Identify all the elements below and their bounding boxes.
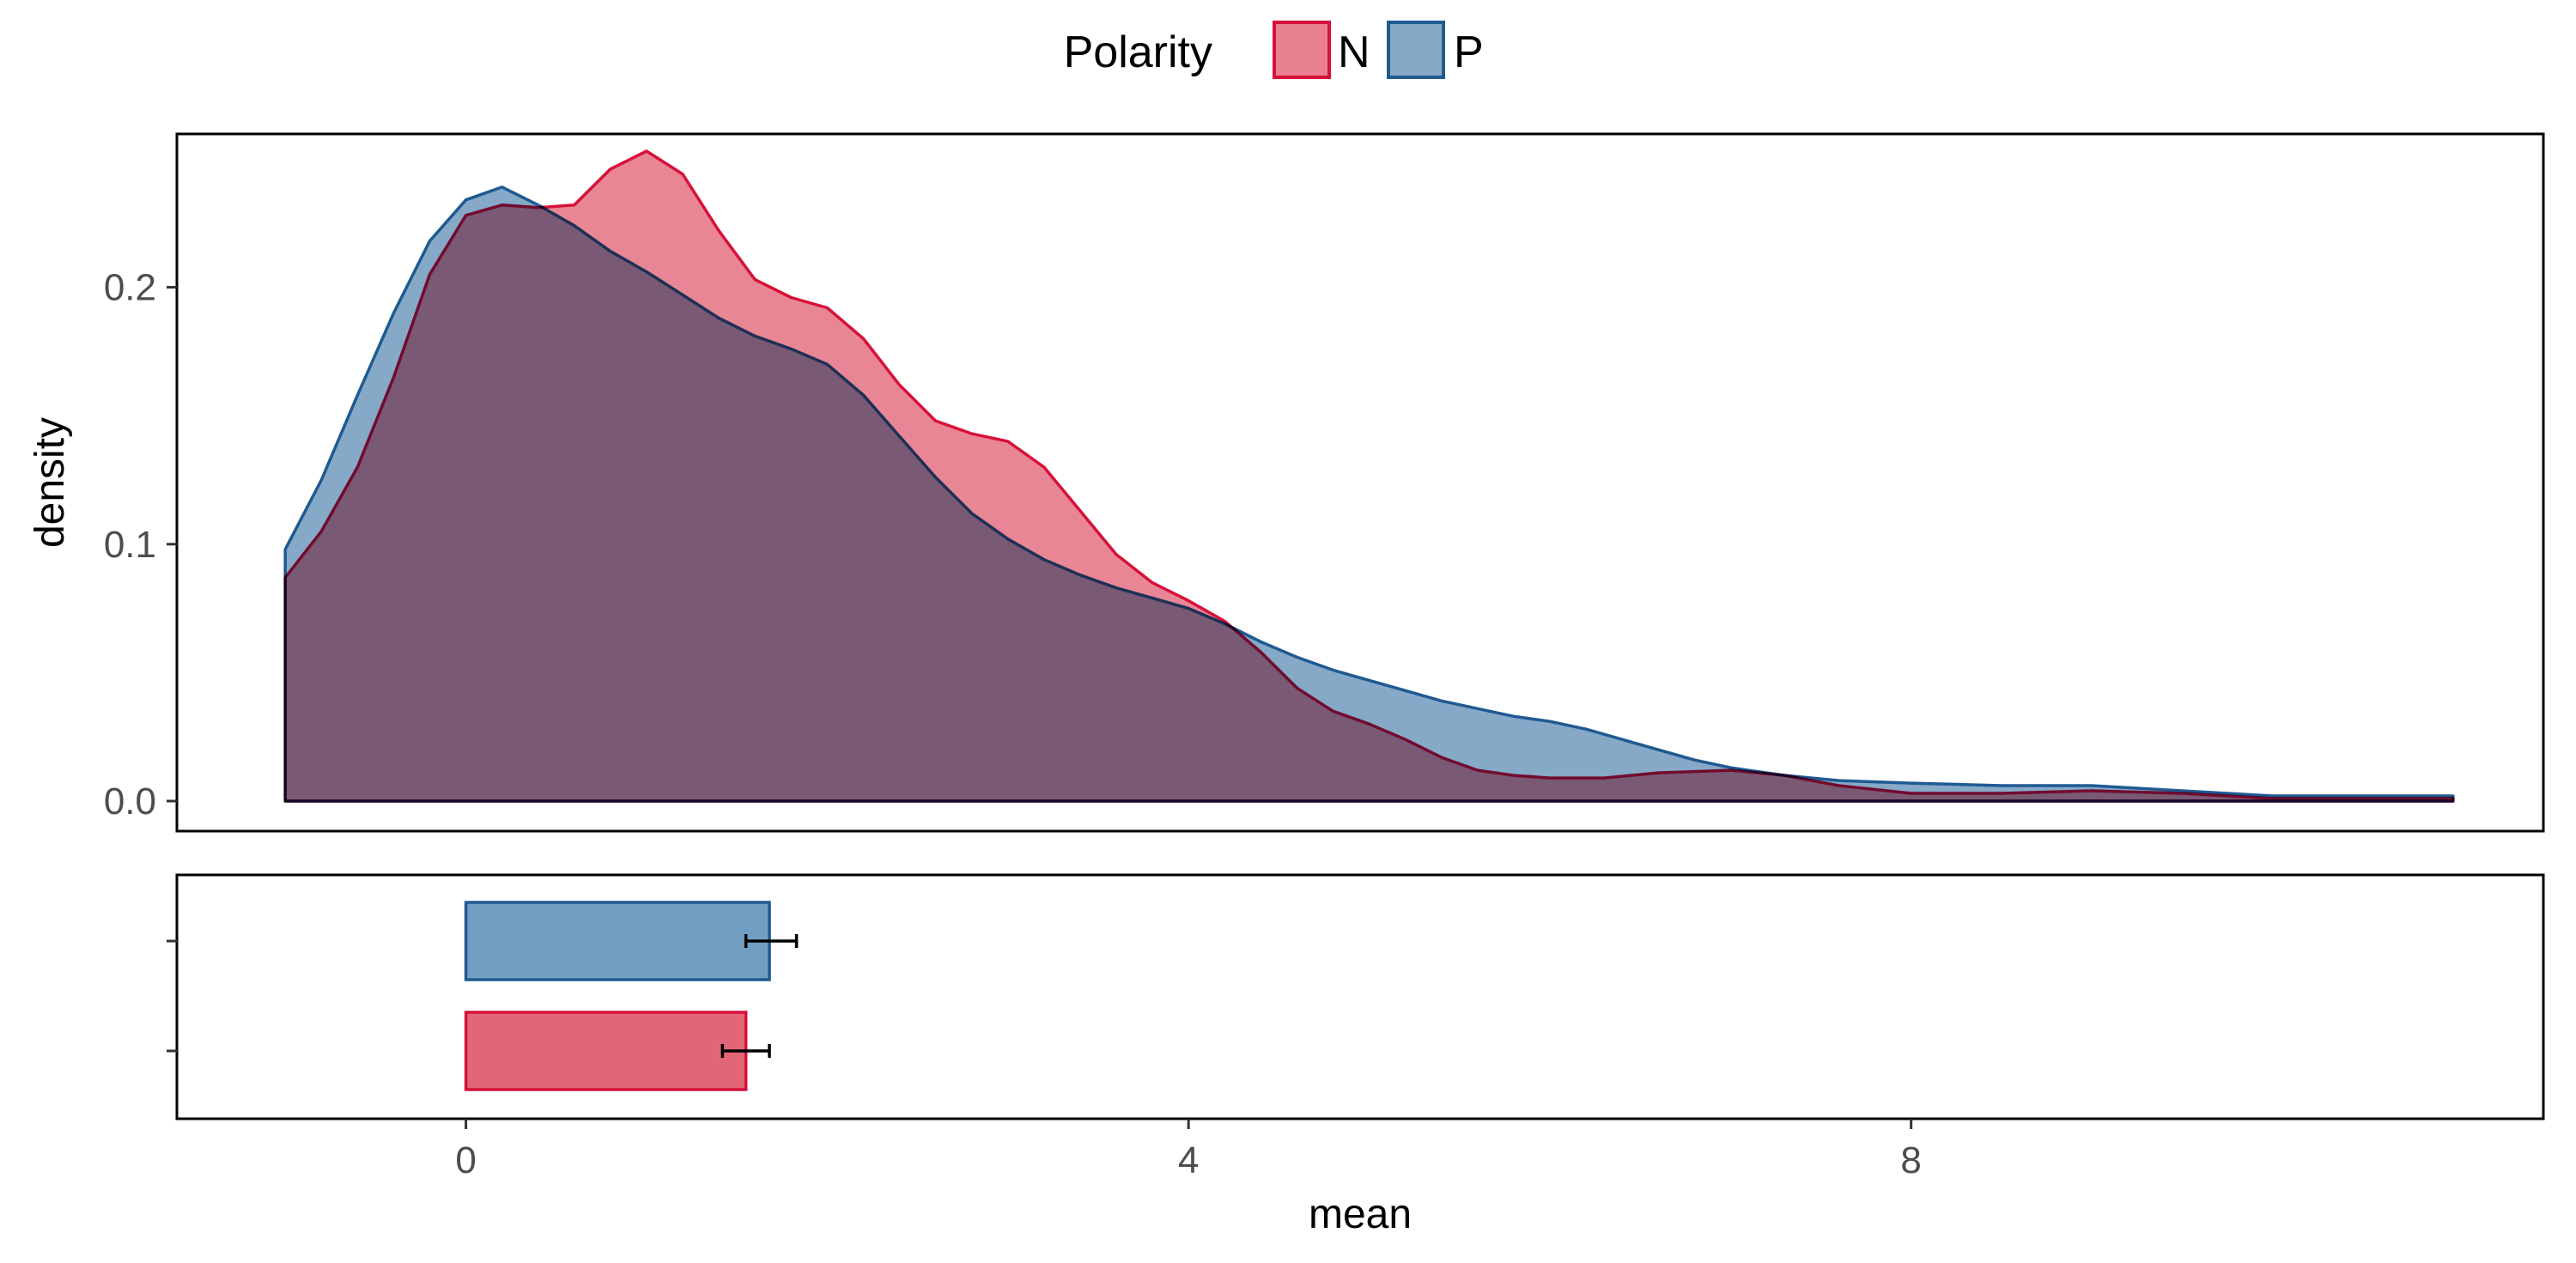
density-areas [283,149,2455,803]
y-tick-label: 0.0 [104,780,156,823]
mean-bars [464,901,799,1091]
x-tick-label: 8 [1900,1139,1921,1181]
x-axis-ticks: 0 4 8 [455,1119,1922,1181]
mean-panel-border [175,873,2545,1120]
legend-label-p: P [1454,27,1484,77]
density-panel: 0.0 0.1 0.2 density [27,132,2545,833]
y-tick-label: 0.2 [104,267,156,309]
density-area-n [283,149,2455,803]
y-axis-title: density [27,417,73,548]
density-panel-border [175,132,2545,833]
mean-panel: 0 4 8 mean [167,873,2545,1237]
bar-n [464,1011,748,1091]
y-tick-label: 0.1 [104,524,156,566]
x-axis-title: mean [1309,1192,1412,1237]
legend-key-n [1273,21,1331,79]
category-axis-ticks [167,939,177,1053]
bar-p [464,901,771,981]
legend-title: Polarity [1064,27,1212,77]
legend: Polarity N P [1064,21,1484,79]
y-axis-ticks: 0.0 0.1 0.2 [104,267,177,823]
x-tick-label: 4 [1178,1139,1199,1181]
x-tick-label: 0 [455,1139,476,1181]
legend-label-n: N [1338,27,1370,77]
legend-key-p [1387,21,1445,79]
